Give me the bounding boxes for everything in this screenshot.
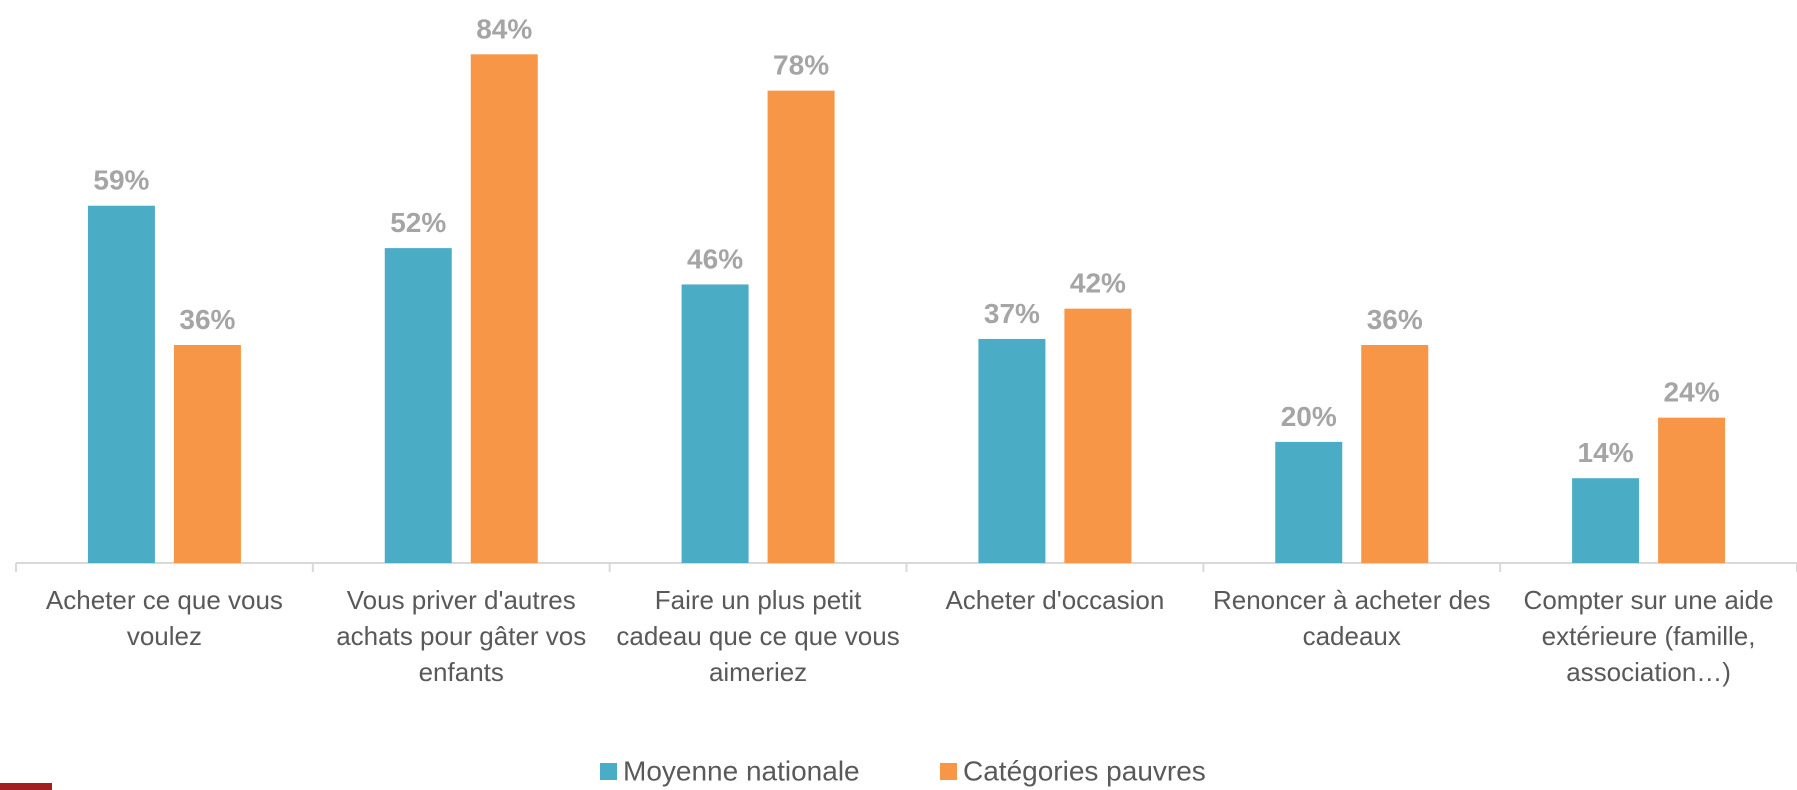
x-tick-label: Renoncer à acheter des cadeaux [1212,585,1491,651]
value-label: 52% [390,207,446,238]
legend-swatch [600,763,617,780]
value-label: 14% [1578,437,1634,468]
x-tick-label: Faire un plus petit cadeau que ce que vo… [616,585,900,687]
x-tick-label: Vous priver d'autres achats pour gâter v… [336,585,587,687]
x-tick-label: Acheter d'occasion [945,585,1165,615]
bar [681,284,749,563]
bar [173,345,241,563]
value-label: 59% [93,165,149,196]
bar [1361,345,1429,563]
value-label: 84% [476,13,532,44]
value-label: 37% [984,298,1040,329]
bar [470,54,538,563]
bar [87,205,155,563]
bar [384,248,452,563]
value-label: 78% [773,50,829,81]
bar [1064,308,1132,563]
x-tick-label: Compter sur une aide extérieure (famille… [1523,585,1774,687]
value-label: 36% [179,304,235,335]
value-label: 42% [1070,268,1126,299]
corner-decoration [0,783,52,790]
value-label: 24% [1664,377,1720,408]
value-label: 36% [1367,304,1423,335]
value-label: 20% [1281,401,1337,432]
value-label: 46% [687,243,743,274]
bar [767,90,835,564]
bar [978,338,1046,563]
legend-swatch [940,763,957,780]
legend-label: Catégories pauvres [963,755,1206,786]
bar [1572,478,1640,563]
bar [1658,417,1726,563]
x-tick-label: Acheter ce que vous voulez [45,585,283,651]
legend-label: Moyenne nationale [623,755,860,786]
bar [1275,441,1343,563]
